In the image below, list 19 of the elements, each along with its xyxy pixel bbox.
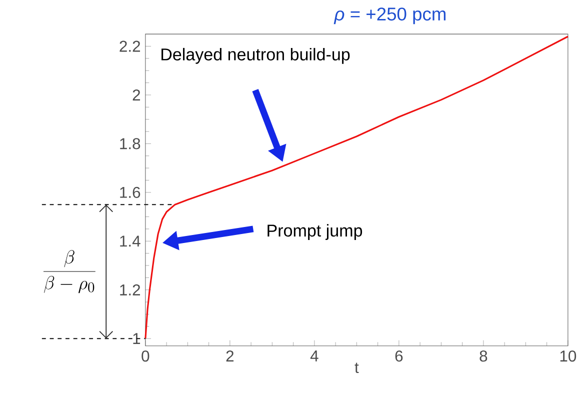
text: $\frac{\beta}{\beta - \rho_0}$ bbox=[43, 250, 96, 294]
annotation: Delayed neutron build-up bbox=[162, 48, 350, 64]
x-tick-label: 2 bbox=[226, 350, 234, 362]
x-tick-label: 4 bbox=[310, 350, 318, 362]
y-tick-label: 1.2 bbox=[120, 284, 140, 296]
y-tick-label: 1 bbox=[133, 333, 140, 344]
x-tick-label: 6 bbox=[395, 350, 403, 362]
y-tick-label: 1.4 bbox=[120, 236, 140, 247]
x-tick-label: 10 bbox=[560, 350, 576, 362]
x-axis-title: t bbox=[354, 362, 359, 374]
y-tick-label: 2.2 bbox=[120, 40, 140, 52]
annotation: Prompt jump bbox=[268, 224, 362, 240]
y-tick-label: 1.8 bbox=[120, 138, 140, 150]
x-tick-label: 8 bbox=[480, 350, 488, 362]
y-tick-label: 1.6 bbox=[120, 186, 140, 198]
chart-title: ρ = +250 pcm bbox=[334, 8, 446, 24]
y-tick-label: 2 bbox=[132, 89, 140, 100]
line-series bbox=[144, 36, 569, 340]
x-tick-label: 0 bbox=[142, 350, 150, 362]
